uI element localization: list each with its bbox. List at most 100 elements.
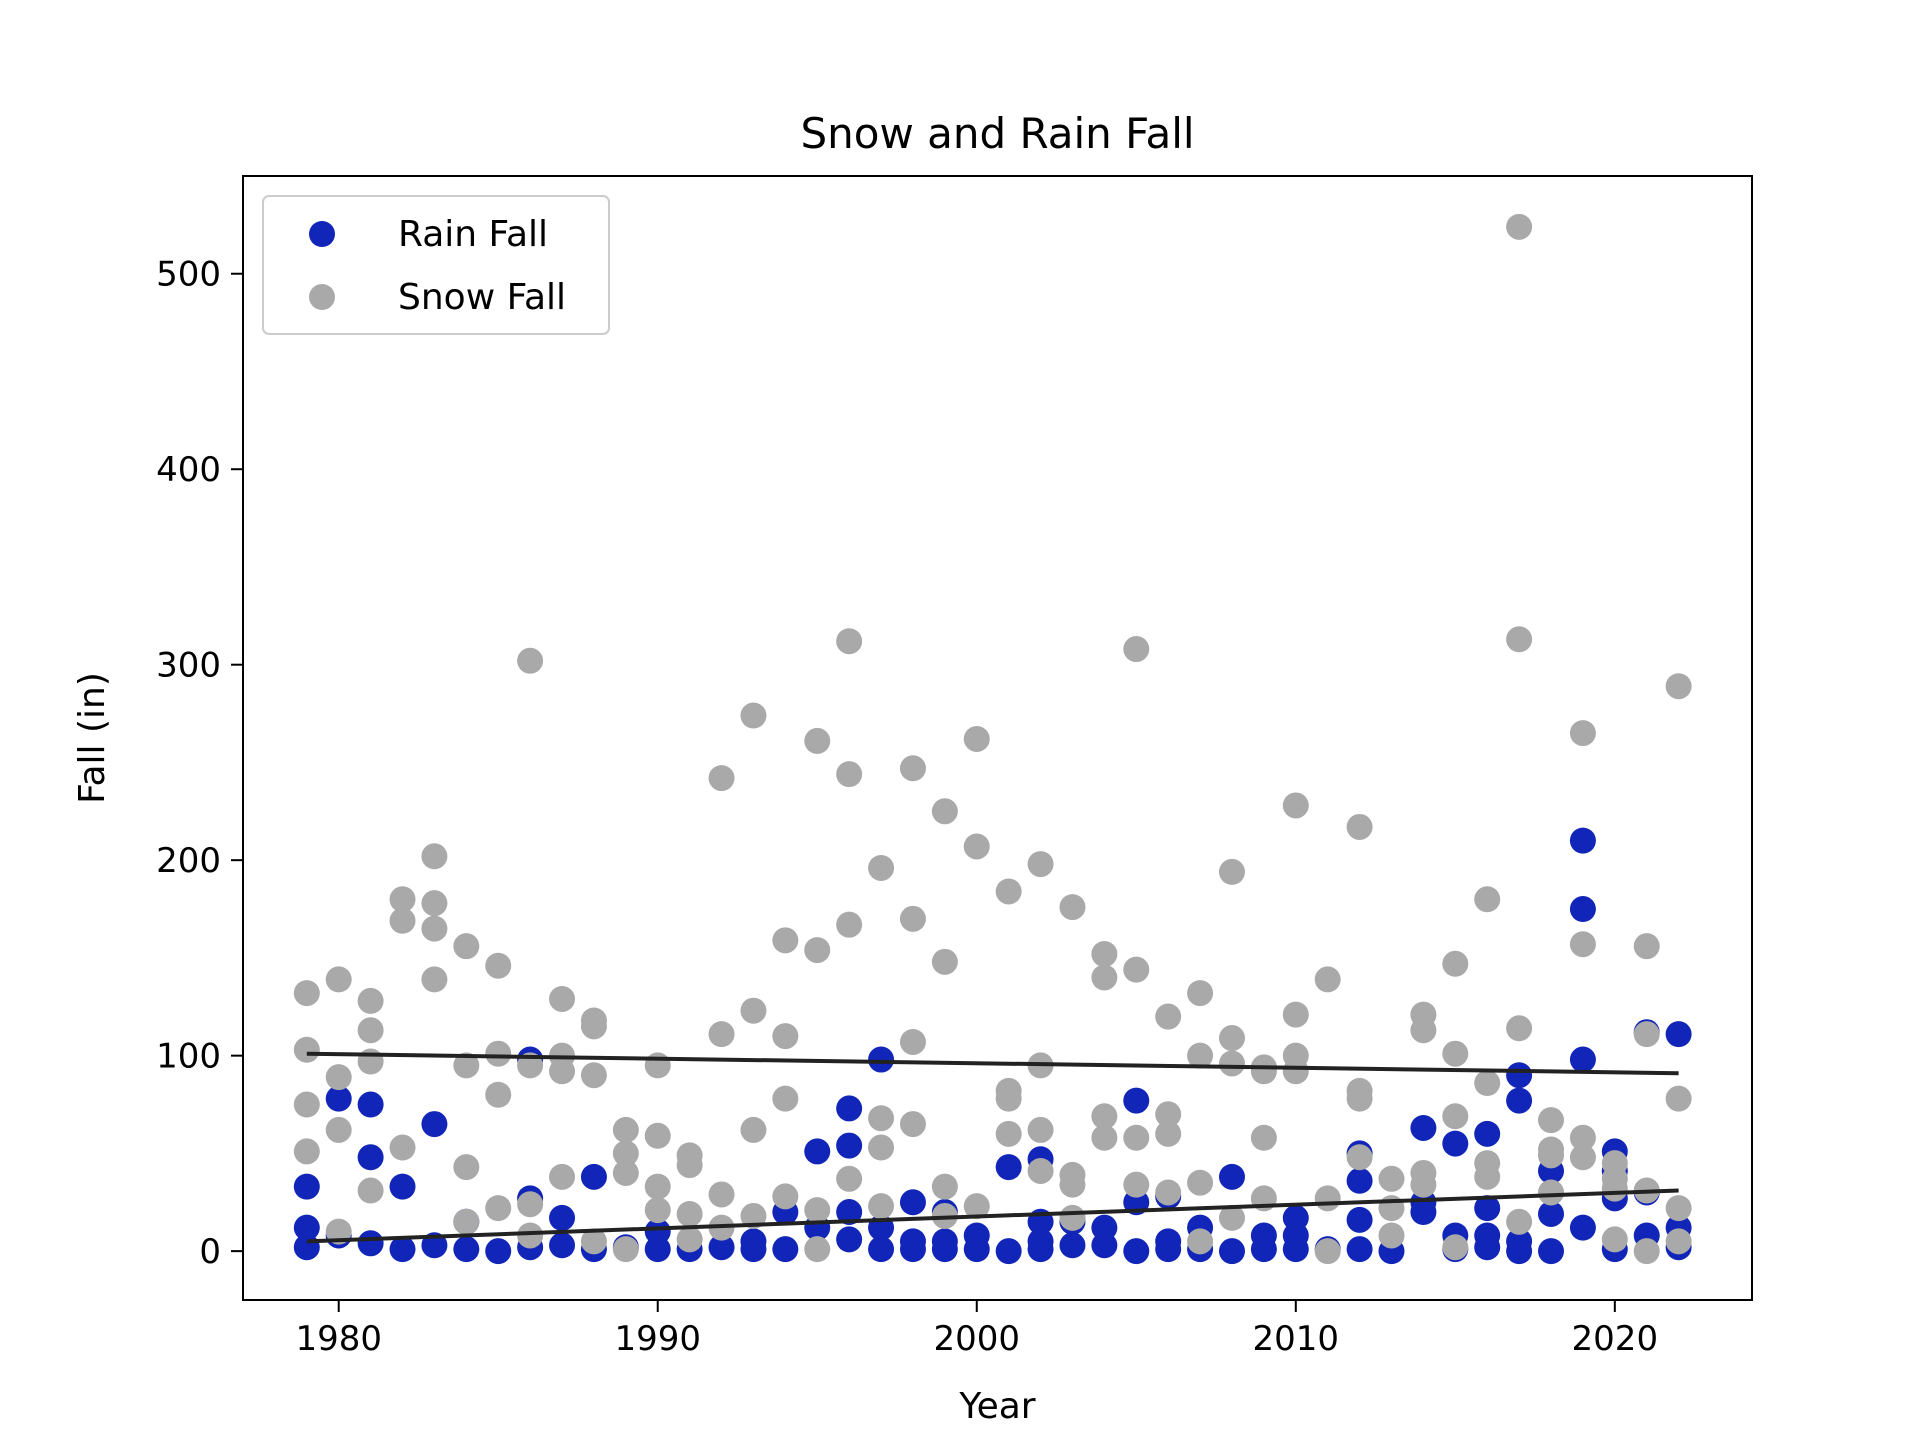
snow-fall-point — [1027, 1116, 1054, 1143]
legend-box — [262, 195, 610, 335]
snow-fall-point — [676, 1226, 703, 1253]
rain-fall-point — [1123, 1087, 1150, 1114]
y-tick-label: 200 — [156, 841, 221, 881]
snow-fall-point — [772, 927, 799, 954]
rain-fall-point — [1218, 1238, 1245, 1265]
snow-fall-point — [389, 886, 416, 913]
snow-fall-point — [485, 1195, 512, 1222]
snow-fall-point — [740, 1202, 767, 1229]
snow-fall-point — [1123, 636, 1150, 663]
rain-fall-point — [836, 1199, 863, 1226]
snow-fall-point — [676, 1152, 703, 1179]
rain-fall-point — [1410, 1114, 1437, 1141]
rain-fall-point — [485, 1238, 512, 1265]
snow-fall-point — [1665, 1085, 1692, 1112]
snow-fall-point — [293, 1091, 320, 1118]
snow-fall-point — [995, 878, 1022, 905]
rain-fall-point — [1091, 1232, 1118, 1259]
snow-fall-point — [1506, 1208, 1533, 1235]
rain-fall-point — [1569, 896, 1596, 923]
snow-fall-point — [485, 952, 512, 979]
snow-fall-point — [421, 966, 448, 993]
rain-fall-point — [293, 1173, 320, 1200]
rain-fall-point — [1506, 1087, 1533, 1114]
snow-fall-point — [804, 727, 831, 754]
snow-fall-point — [357, 987, 384, 1014]
trend-lines — [306, 1051, 1679, 1244]
snow-fall-point — [293, 980, 320, 1007]
snow-fall-point — [1474, 1163, 1501, 1190]
snow-fall-point — [644, 1173, 671, 1200]
snow-fall-point — [1059, 1171, 1086, 1198]
plot-area-frame — [242, 175, 1753, 1301]
snow-fall-point — [963, 725, 990, 752]
legend-marker-rain-fall — [309, 221, 335, 247]
x-tick-label: 2000 — [933, 1319, 1020, 1359]
x-tick-label: 2020 — [1572, 1319, 1659, 1359]
snow-fall-point — [1506, 213, 1533, 240]
snow-fall-point — [1665, 1228, 1692, 1255]
snow-fall-point — [389, 1134, 416, 1161]
snow-fall-point — [1665, 1195, 1692, 1222]
snow-fall-point — [1250, 1058, 1277, 1085]
snow-fall-point — [1601, 1226, 1628, 1253]
rain-fall-point — [1538, 1200, 1565, 1227]
rain-fall-point — [868, 1046, 895, 1073]
snow-fall-point — [1027, 1157, 1054, 1184]
snow-fall-point — [389, 907, 416, 934]
snow-fall-point — [517, 647, 544, 674]
snow-fall-point — [772, 1023, 799, 1050]
snow-fall-point — [963, 833, 990, 860]
snow-fall-point — [772, 1085, 799, 1112]
snow-fall-point — [1442, 1040, 1469, 1067]
snow-fall-point — [708, 765, 735, 792]
rain-fall-point — [1155, 1236, 1182, 1263]
snow-fall-point — [1346, 1144, 1373, 1171]
snow-fall-point — [1059, 894, 1086, 921]
snow-fall-point — [1218, 1050, 1245, 1077]
rain-fall-point — [453, 1236, 480, 1263]
snow-fall-point — [357, 1017, 384, 1044]
legend-marker-snow-fall — [309, 284, 335, 310]
rain-fall-point — [740, 1236, 767, 1263]
snow-fall-point — [1187, 1169, 1214, 1196]
snow-fall-point — [1569, 931, 1596, 958]
snow-fall-point — [517, 1191, 544, 1218]
snow-fall-point — [293, 1036, 320, 1063]
snow-fall-point — [421, 890, 448, 917]
snow-fall-point — [899, 1028, 926, 1055]
y-axis-label: Fall (in) — [72, 672, 113, 804]
snow-fall-point — [1474, 886, 1501, 913]
snow-fall-point — [293, 1138, 320, 1165]
rain-fall-point — [1474, 1120, 1501, 1147]
rain-fall-point — [868, 1236, 895, 1263]
rain-fall-point — [995, 1238, 1022, 1265]
snow-fall-point — [1218, 858, 1245, 885]
snow-fall-point — [612, 1116, 639, 1143]
snow-fall-point — [644, 1052, 671, 1079]
snow-fall-point — [740, 1116, 767, 1143]
snow-fall-point — [1633, 1238, 1660, 1265]
y-tick-label: 0 — [199, 1232, 221, 1272]
snow-fall-point — [421, 915, 448, 942]
snow-fall-point — [708, 1181, 735, 1208]
snow-fall-point — [708, 1021, 735, 1048]
snow-fall-point — [421, 843, 448, 870]
snow-fall-point — [1155, 1101, 1182, 1128]
snow-fall-point — [1314, 966, 1341, 993]
rain-fall-point — [580, 1163, 607, 1190]
rain-fall-point — [836, 1095, 863, 1122]
snow-fall-point — [485, 1081, 512, 1108]
snow-fall-point — [804, 937, 831, 964]
snow-fall-point — [868, 1134, 895, 1161]
snow-fall-point — [1538, 1142, 1565, 1169]
rain-fall-point — [357, 1144, 384, 1171]
snow-fall-point — [1378, 1222, 1405, 1249]
snow-fall-point — [644, 1122, 671, 1149]
snow-fall-point — [549, 1058, 576, 1085]
legend-label-rain-fall: Rain Fall — [398, 214, 548, 255]
snow-fall-point — [357, 1177, 384, 1204]
snow-fall-point — [676, 1200, 703, 1227]
rain-fall-point — [644, 1236, 671, 1263]
rain-fall-point — [421, 1111, 448, 1138]
